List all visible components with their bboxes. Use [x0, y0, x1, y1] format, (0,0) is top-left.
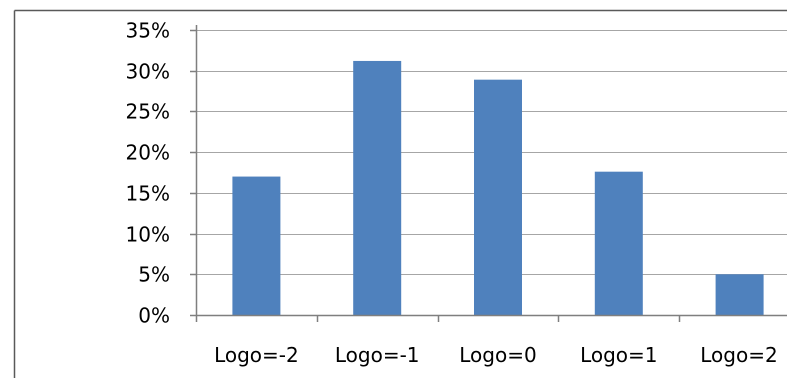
- y-tick-label: 35%: [126, 19, 170, 43]
- x-tick-label: Logo=0: [459, 343, 536, 367]
- bars: [232, 60, 764, 316]
- bar-logo-2: [232, 176, 281, 315]
- x-tick-label: Logo=-1: [335, 343, 420, 367]
- bar-logo-1: [353, 60, 402, 315]
- y-tick-label: 15%: [126, 182, 170, 206]
- x-tick-label: Logo=2: [700, 343, 777, 367]
- x-tick-label: Logo=1: [580, 343, 657, 367]
- bar-logo-0: [474, 79, 522, 316]
- tick-labels: 0% 5% 10% 15% 20% 25% 30% 35% Logo=-2 Logo=-1 Logo…: [126, 19, 778, 368]
- bar-logo-1: [594, 171, 643, 315]
- y-tick-label: 10%: [126, 223, 170, 247]
- y-tick-label: 30%: [126, 60, 170, 84]
- x-tick-label: Logo=-2: [214, 343, 299, 367]
- bar-logo-2: [715, 274, 764, 315]
- y-tick-label: 0%: [138, 304, 170, 328]
- axes: [190, 25, 787, 322]
- y-tick-label: 5%: [138, 263, 170, 287]
- y-tick-label: 25%: [126, 100, 170, 124]
- y-tick-label: 20%: [126, 141, 170, 165]
